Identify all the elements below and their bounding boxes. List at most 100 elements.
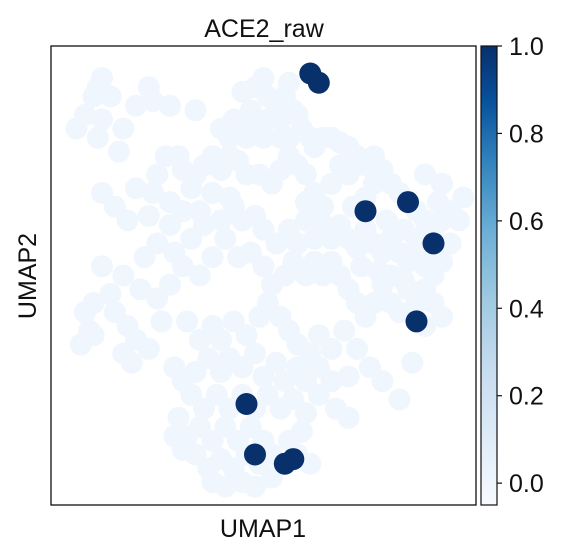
point [82,324,105,347]
point [452,186,475,209]
point [142,181,164,204]
point [218,397,241,420]
point [146,163,169,186]
point [286,232,309,255]
point [414,163,436,186]
point [125,177,147,200]
colorbar [480,45,498,506]
colorbar-tick-label: 1.0 [509,33,544,61]
point [295,209,317,232]
point [312,195,334,218]
point [176,310,198,333]
expressing-point [405,310,428,333]
expressing-point [282,448,305,471]
point [320,172,343,195]
expressing-point [235,393,258,415]
point [146,287,169,310]
point [252,67,275,90]
point [137,76,160,99]
point [295,191,317,214]
point [290,420,313,443]
points-layer [65,62,475,498]
expressing-point [307,71,330,94]
point [137,204,160,227]
point [103,195,126,218]
colorbar-tick-label: 0.2 [509,383,544,411]
point [329,154,351,177]
colorbar-tick-label: 0.0 [509,470,544,498]
point [74,301,96,324]
point [163,241,186,264]
point [171,200,194,223]
point [278,71,300,94]
point [261,466,283,489]
point [350,255,373,278]
point [227,246,249,269]
point [252,218,275,241]
point [222,195,245,218]
point [295,402,317,425]
expressing-point [422,232,445,255]
point [214,227,237,250]
point [193,397,215,420]
point [91,255,113,278]
point [431,172,453,195]
point [108,140,130,163]
point [346,237,368,259]
point [86,126,109,149]
point [159,94,181,117]
point [371,370,394,393]
colorbar-tick-label: 0.4 [509,295,544,323]
plot-frame [50,45,477,506]
point [252,126,275,149]
point [197,347,220,370]
point [273,370,296,393]
point [180,177,203,200]
point [214,475,237,498]
point [129,278,152,301]
expressing-point [354,200,377,223]
point [320,337,343,360]
point [388,301,411,324]
point [286,103,309,126]
point [133,246,156,269]
point [163,356,186,379]
x-axis-label: UMAP1 [220,515,306,543]
point [265,351,288,374]
point [375,209,398,232]
point [448,209,470,232]
point [337,406,360,429]
point [74,103,96,126]
point [210,328,232,351]
point [261,273,283,296]
point [392,269,415,292]
colorbar-tick-label: 0.8 [509,120,544,148]
chart-title: ACE2_raw [204,15,324,43]
point [112,117,135,140]
point [235,324,258,347]
point [193,214,215,236]
point [210,209,232,232]
point [154,145,177,168]
point [337,365,360,388]
point [125,94,147,117]
expressing-point [397,191,419,214]
point [112,264,135,287]
point [150,310,173,333]
point [431,305,453,328]
point [307,383,330,406]
point [91,108,113,131]
point [163,425,186,448]
point [439,232,462,255]
y-axis-label: UMAP2 [14,233,42,319]
point [278,126,300,149]
colorbar-tick-label: 0.6 [509,208,544,236]
point [91,67,113,90]
point [235,126,258,149]
point [184,99,207,122]
point [299,452,322,475]
point [201,246,224,269]
point [99,85,122,108]
point [218,126,241,149]
